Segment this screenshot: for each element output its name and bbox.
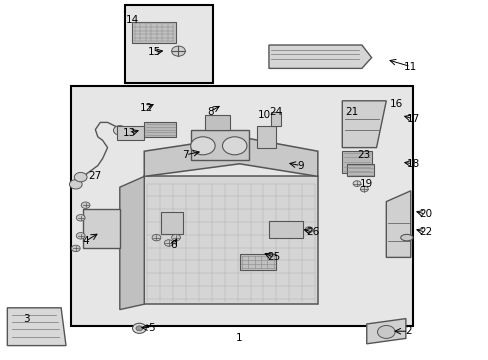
Text: 20: 20: [418, 209, 431, 219]
Circle shape: [190, 137, 215, 155]
Polygon shape: [386, 191, 410, 257]
Text: 4: 4: [82, 236, 89, 246]
Text: 5: 5: [148, 323, 155, 333]
Text: 2: 2: [404, 326, 411, 336]
Circle shape: [360, 186, 367, 192]
Circle shape: [171, 46, 185, 56]
Polygon shape: [342, 101, 386, 148]
Polygon shape: [268, 45, 371, 68]
Text: 16: 16: [388, 99, 402, 109]
Text: 25: 25: [266, 252, 280, 262]
Polygon shape: [271, 112, 281, 126]
Text: 21: 21: [345, 107, 358, 117]
Polygon shape: [144, 122, 176, 137]
Polygon shape: [205, 115, 229, 130]
Polygon shape: [132, 22, 176, 43]
Text: 9: 9: [297, 161, 304, 171]
Bar: [124, 5, 212, 83]
Circle shape: [76, 215, 85, 221]
Text: 1: 1: [236, 333, 243, 343]
Text: 17: 17: [406, 114, 419, 124]
Text: 11: 11: [403, 62, 417, 72]
Text: 12: 12: [140, 103, 153, 113]
Polygon shape: [346, 164, 373, 176]
Polygon shape: [117, 126, 144, 140]
Circle shape: [69, 180, 82, 189]
Circle shape: [305, 227, 312, 233]
Circle shape: [81, 202, 90, 208]
Polygon shape: [7, 308, 66, 346]
Text: 26: 26: [305, 227, 319, 237]
Text: 3: 3: [23, 314, 30, 324]
Polygon shape: [256, 126, 276, 148]
Circle shape: [164, 240, 173, 246]
Ellipse shape: [400, 234, 412, 241]
Polygon shape: [83, 209, 120, 248]
Text: 18: 18: [406, 159, 419, 169]
Circle shape: [76, 233, 85, 239]
Circle shape: [377, 325, 394, 338]
Circle shape: [71, 245, 80, 252]
Text: 8: 8: [206, 107, 213, 117]
Circle shape: [152, 234, 161, 241]
Polygon shape: [161, 212, 183, 234]
Text: 24: 24: [269, 107, 283, 117]
Text: 14: 14: [125, 15, 139, 25]
Bar: [71, 86, 412, 326]
Text: 23: 23: [357, 150, 370, 160]
Polygon shape: [120, 176, 144, 310]
Polygon shape: [268, 221, 303, 238]
Circle shape: [352, 181, 360, 186]
Text: 13: 13: [122, 128, 136, 138]
Text: 10: 10: [257, 110, 270, 120]
Text: 27: 27: [88, 171, 102, 181]
Text: 19: 19: [359, 179, 373, 189]
Text: 15: 15: [147, 47, 161, 57]
Polygon shape: [144, 176, 317, 304]
Circle shape: [74, 172, 87, 182]
Text: 6: 6: [170, 240, 177, 250]
Polygon shape: [144, 137, 317, 176]
Circle shape: [136, 326, 142, 331]
Circle shape: [113, 126, 126, 135]
Polygon shape: [342, 151, 371, 173]
Text: 22: 22: [418, 227, 431, 237]
Polygon shape: [366, 319, 405, 344]
Polygon shape: [190, 130, 249, 160]
Circle shape: [222, 137, 246, 155]
Circle shape: [132, 323, 146, 333]
Text: 7: 7: [182, 150, 189, 160]
Circle shape: [171, 234, 180, 241]
Polygon shape: [239, 254, 276, 270]
